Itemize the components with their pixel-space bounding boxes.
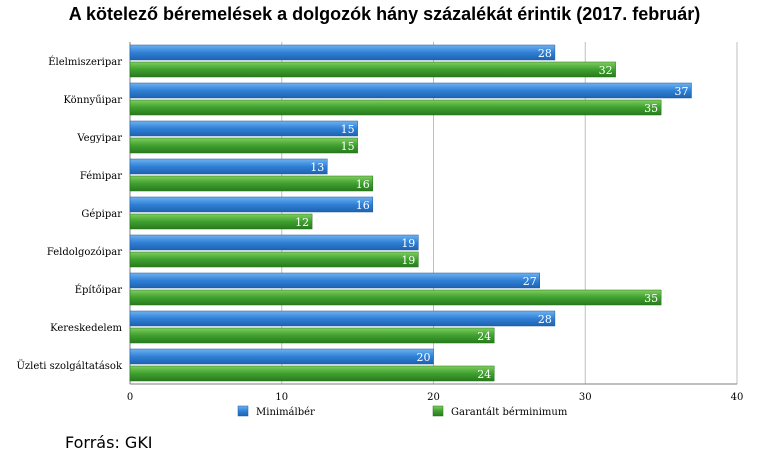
bar-garantalt-berminimum [129, 61, 616, 78]
category-label: Könnyűipar [63, 95, 122, 106]
data-label: 32 [599, 64, 613, 77]
bar-minimalber [129, 348, 434, 365]
bar-garantalt-berminimum [129, 213, 313, 230]
data-label: 12 [295, 216, 309, 229]
category-label: Élelmiszeripar [48, 56, 122, 68]
data-label: 20 [417, 351, 431, 364]
data-label: 24 [477, 330, 491, 343]
bar-garantalt-berminimum [129, 289, 662, 306]
bar-garantalt-berminimum [129, 327, 495, 344]
bar-minimalber [129, 44, 556, 61]
bar-garantalt-berminimum [129, 251, 419, 268]
data-label: 15 [341, 140, 355, 153]
data-label: 16 [356, 178, 370, 191]
category-label: Építőipar [75, 284, 123, 296]
bar-garantalt-berminimum [129, 175, 374, 192]
bar-minimalber [129, 196, 374, 213]
bar-minimalber [129, 272, 540, 289]
bar-garantalt-berminimum [129, 365, 495, 382]
data-label: 24 [477, 368, 491, 381]
source-note: Forrás: GKI [65, 433, 153, 452]
data-label: 35 [644, 102, 658, 115]
x-tick-label: 40 [731, 392, 744, 403]
data-label: 16 [356, 199, 370, 212]
data-label: 28 [538, 47, 552, 60]
category-label: Gépipar [81, 209, 122, 220]
category-label: Vegyipar [76, 133, 122, 144]
x-tick-label: 0 [127, 392, 133, 403]
data-label: 13 [310, 161, 324, 174]
legend-swatch-garantalt-berminimum [432, 405, 444, 417]
bar-garantalt-berminimum [129, 137, 358, 154]
chart-title: A kötelező béremelések a dolgozók hány s… [68, 4, 701, 24]
x-tick-label: 10 [275, 392, 288, 403]
data-label: 19 [401, 237, 415, 250]
data-label: 27 [523, 275, 537, 288]
data-label: 37 [674, 85, 688, 98]
bar-minimalber [129, 234, 419, 251]
category-label: Kereskedelem [50, 323, 122, 334]
bar-minimalber [129, 158, 328, 175]
bar-minimalber [129, 82, 692, 99]
category-label: Üzleti szolgáltatások [16, 360, 123, 372]
data-label: 28 [538, 313, 552, 326]
bar-chart: 0 10 20 30 40 Élelmiszeripar 28 32 Könnyűipar 37 3… [16, 42, 744, 418]
data-label: 19 [401, 254, 415, 267]
data-label: 35 [644, 292, 658, 305]
legend-label: Garantált bérminimum [451, 407, 568, 418]
bar-minimalber [129, 120, 358, 137]
x-tick-label: 20 [427, 392, 440, 403]
bar-garantalt-berminimum [129, 99, 662, 116]
legend-label: Minimálbér [256, 407, 315, 418]
x-tick-label: 30 [579, 392, 592, 403]
category-label: Fémipar [80, 171, 122, 182]
category-label: Feldolgozóipar [47, 247, 122, 258]
data-label: 15 [341, 123, 355, 136]
bar-minimalber [129, 310, 556, 327]
legend-swatch-minimalber [237, 405, 249, 417]
